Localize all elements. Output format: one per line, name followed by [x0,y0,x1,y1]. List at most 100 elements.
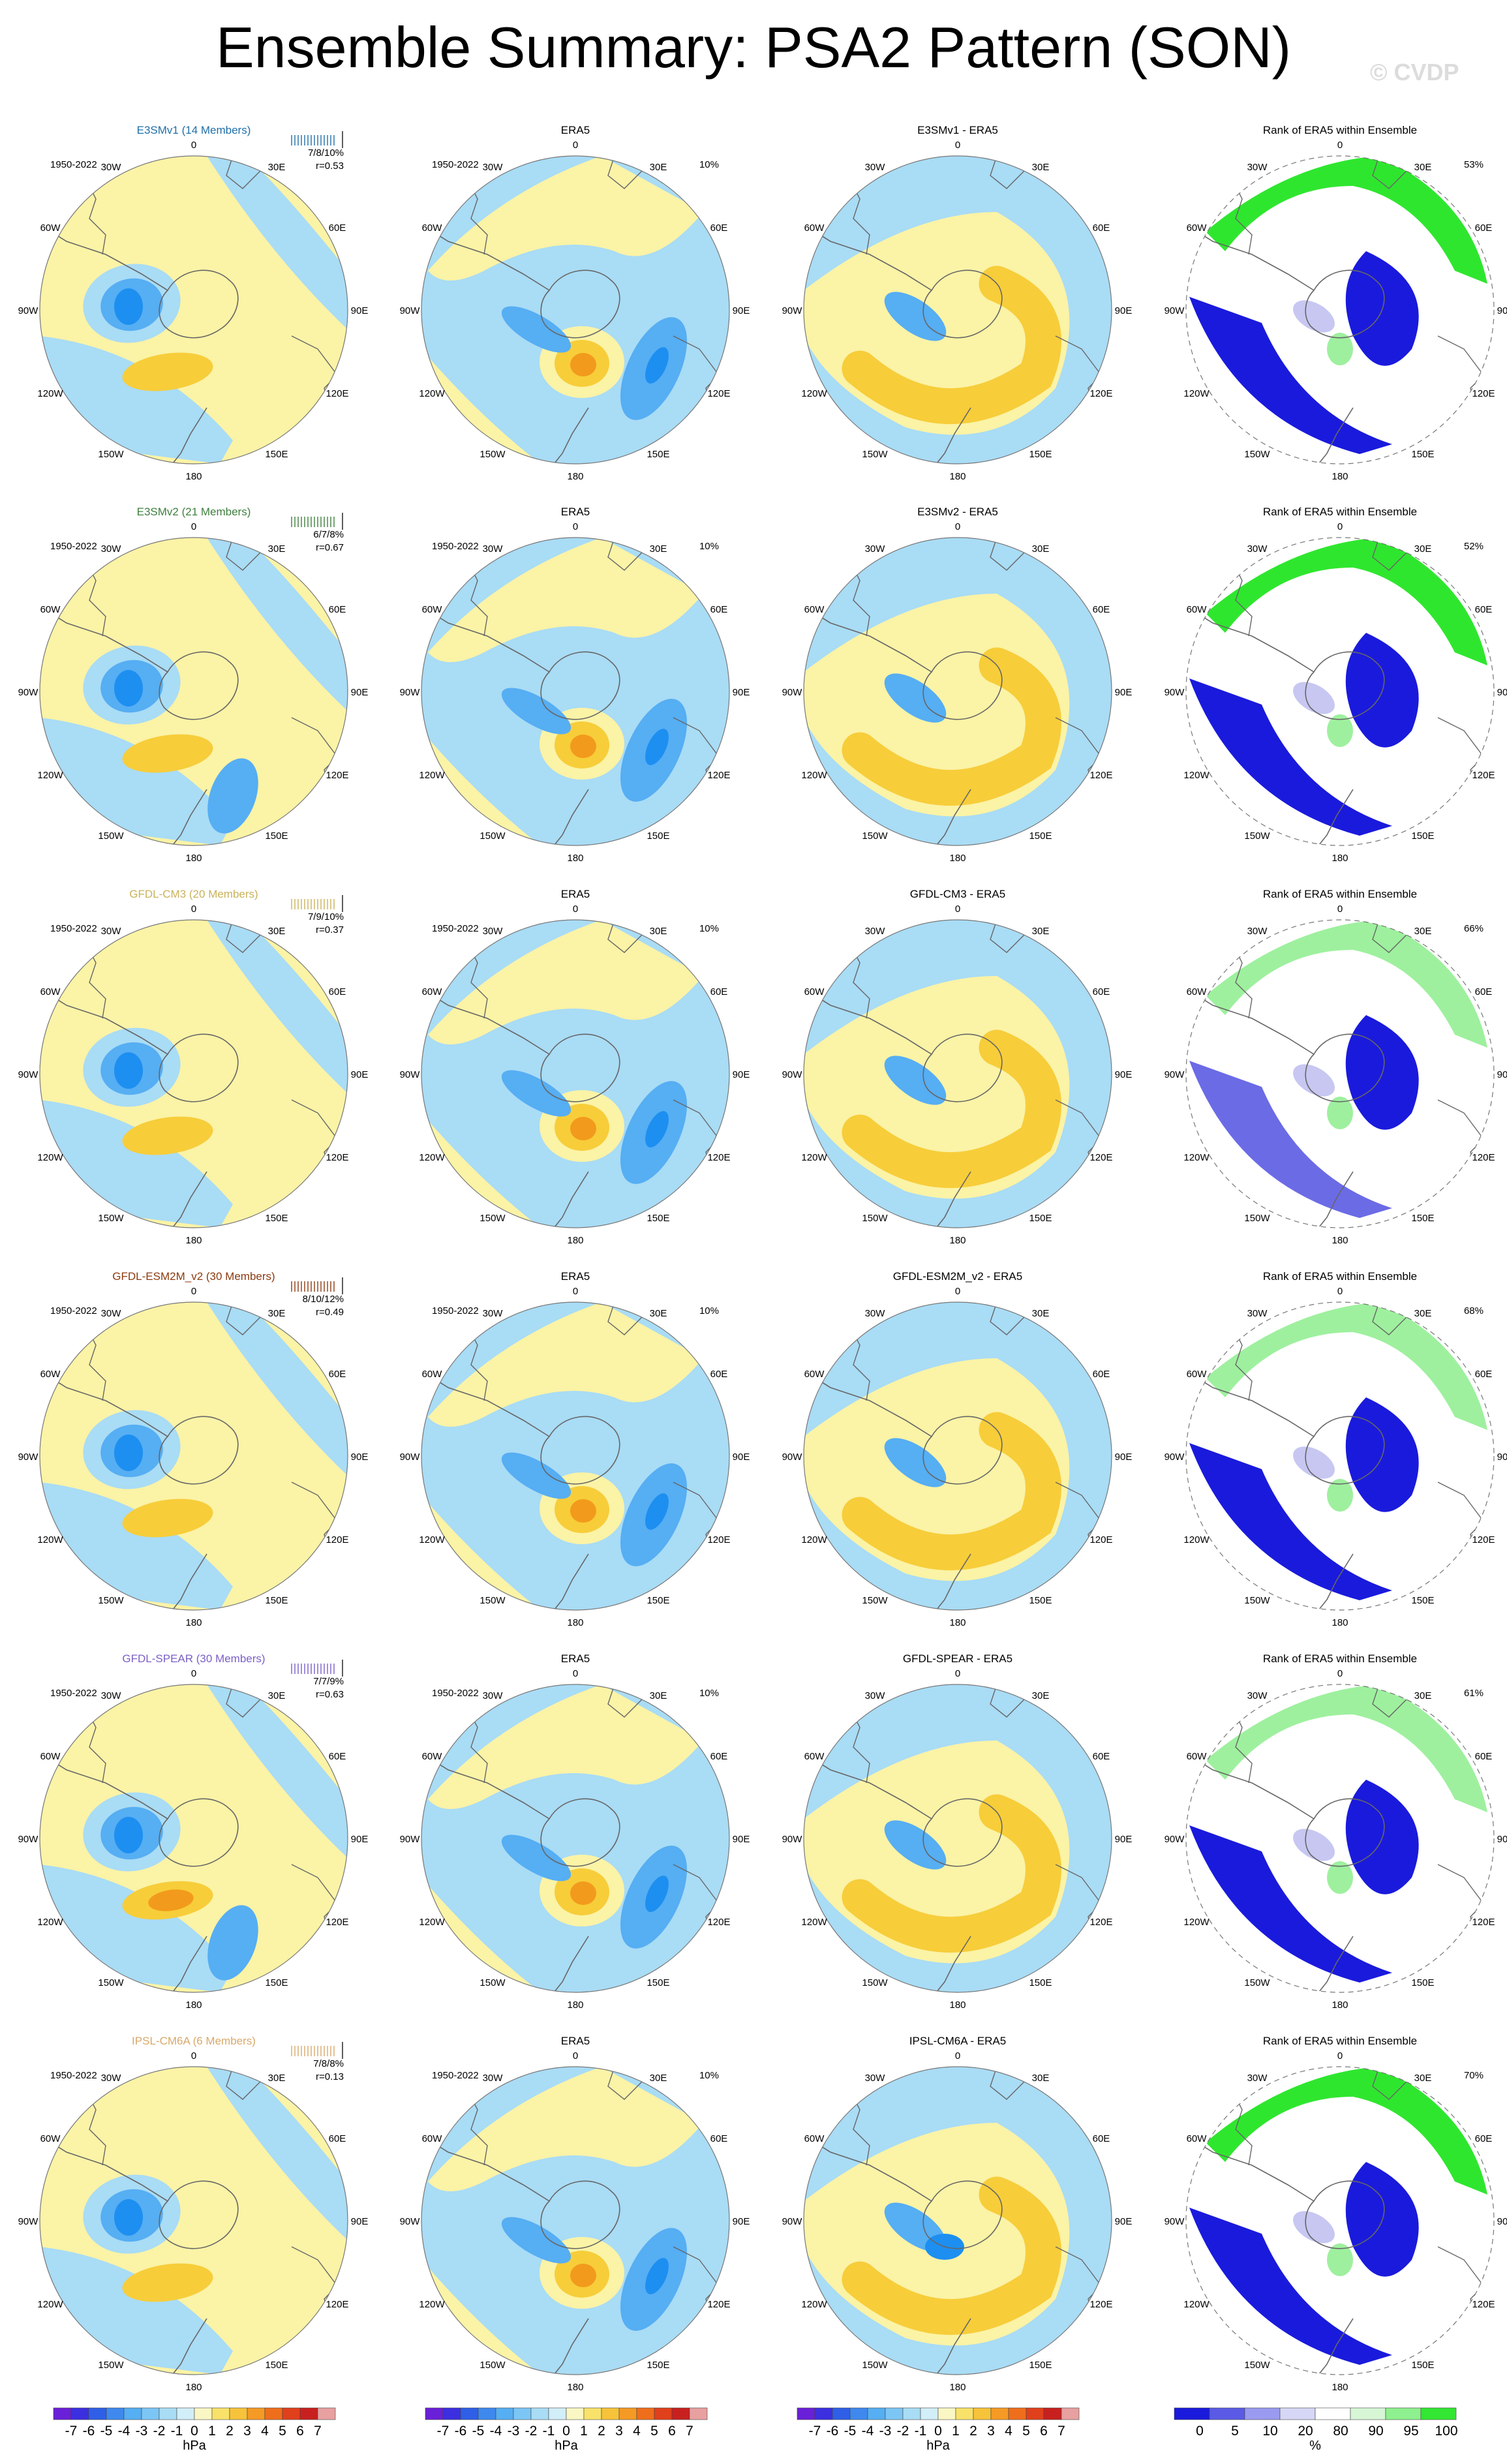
antarctica-coastline [540,651,620,720]
map-boundary [39,2066,348,2375]
longitude-label: 30W [1247,1308,1268,1319]
pattern-correlation-label: r=0.67 [316,542,344,553]
rank-panel: 0 30E 60E 90E 120E 150E 180 150W 120W 90W 60W 30W Ra… [1164,888,1507,1246]
longitude-label: 120W [1183,1534,1210,1545]
longitude-label: 60E [1093,604,1110,615]
longitude-label: 180 [185,2382,202,2393]
longitude-label: 120W [1183,388,1210,399]
longitude-label: 180 [1332,853,1348,864]
longitude-label: 180 [567,2382,583,2393]
longitude-label: 0 [573,1286,578,1297]
longitude-label: 30E [268,1308,286,1319]
longitude-label: 60E [710,1369,728,1380]
africa-coastline [226,1684,263,1718]
longitude-label: 90E [1115,1834,1133,1845]
longitude-label: 90W [1164,2216,1185,2227]
upper-rank-pale [1327,1479,1353,1512]
model-title: GFDL-ESM2M_v2 (30 Members) [112,1270,275,1283]
lower-rank-region [1189,1825,1392,1983]
longitude-label: 60E [710,222,728,234]
longitude-label: 60W [40,986,61,997]
longitude-label: 180 [567,471,583,482]
longitude-label: 30W [865,162,886,173]
longitude-label: 90W [1164,305,1185,316]
model-panel: 0 30E 60E 90E 120E 150E 180 150W 120W 90W 60W 30W GF… [18,1652,369,2011]
antarctica-coastline [540,1798,620,1867]
positive-anomaly-region [122,1116,213,1155]
colorbar-tick-label: 20 [1298,2424,1313,2439]
colorbar-tick-label: -2 [897,2424,909,2439]
lower-rank-pale [1293,2211,1335,2243]
longitude-label: 150E [1411,830,1434,842]
longitude-label: 120W [801,1534,827,1545]
colorbar-tick-label: 7 [686,2424,693,2439]
pattern-correlation-label: r=0.49 [316,1307,344,1318]
longitude-label: 30E [1414,162,1432,173]
colorbar-swatch [1174,2407,1210,2420]
colorbar-swatch [176,2407,195,2420]
longitude-label: 150E [647,830,669,842]
negative-anomaly-center [114,288,143,325]
rank-pct-label: 68% [1464,1305,1484,1316]
pct-variance-label: 6/7/8% [313,529,344,540]
colorbar-tick-label: -4 [118,2424,130,2439]
peninsula-coastline [804,982,932,1055]
longitude-label: 30E [1414,1308,1432,1319]
longitude-label: 0 [191,521,196,532]
positive-anomaly-region [428,1302,703,1427]
africa-coastline [990,1302,1027,1335]
colorbar-tick-label: 2 [226,2424,234,2439]
longitude-label: 150E [647,1213,669,1224]
negative-anomaly-region [207,920,348,1093]
longitude-label: 30W [865,1308,886,1319]
colorbar-tick-label: -7 [809,2424,821,2439]
longitude-label: 90E [1497,1069,1507,1080]
colorbar-swatch [1315,2407,1351,2420]
period-label: 1950-2022 [432,1305,479,1316]
longitude-label: 60E [329,1751,346,1762]
longitude-label: 180 [949,1235,966,1246]
positive-anomaly-center [570,2264,596,2287]
africa-coastline [607,2067,645,2100]
antarctica-coastline [159,651,239,720]
longitude-label: 0 [191,904,196,915]
negative-anomaly-region [40,1482,233,1610]
antarctica-coastline [159,1416,239,1485]
colorbar-swatch [814,2407,833,2420]
longitude-label: 60E [1475,604,1493,615]
longitude-label: 90W [782,1452,803,1463]
new-zealand-coastline [167,1171,207,1228]
longitude-label: 120W [419,1534,445,1545]
new-zealand-coastline [549,2318,589,2375]
africa-coastline [607,538,645,571]
colorbar-tick-label: 0 [562,2424,570,2439]
colorbar-swatch [1043,2407,1062,2420]
longitude-label: 90E [1497,1834,1507,1845]
positive-anomaly-region [122,352,213,391]
map-boundary [39,155,348,464]
colorbar-swatch [885,2407,904,2420]
ensemble-spread-ticks [291,1660,343,1677]
pct-variance-label: 7/8/10% [308,147,344,159]
longitude-label: 30W [865,926,886,937]
longitude-label: 30W [865,543,886,555]
longitude-label: 90W [1164,1452,1185,1463]
negative-anomaly-center [114,670,143,707]
longitude-label: 90W [782,1069,803,1080]
obs-title: ERA5 [561,506,590,518]
longitude-label: 30E [1414,543,1432,555]
colorbar-swatch [548,2407,567,2420]
longitude-label: 180 [567,1617,583,1628]
longitude-label: 60W [1187,2133,1208,2144]
longitude-label: 30W [1247,162,1268,173]
rank-panel: 0 30E 60E 90E 120E 150E 180 150W 120W 90W 60W 30W Ra… [1164,506,1507,864]
new-zealand-coastline [167,2318,207,2375]
new-zealand-coastline [1313,1171,1354,1228]
pattern-correlation-label: r=0.53 [316,160,344,172]
colorbar-swatch [601,2407,620,2420]
longitude-label: 60E [1093,1369,1110,1380]
longitude-label: 60W [422,986,443,997]
difference-title: GFDL-CM3 - ERA5 [910,888,1005,900]
africa-coastline [226,2067,263,2100]
africa-coastline [226,538,263,571]
